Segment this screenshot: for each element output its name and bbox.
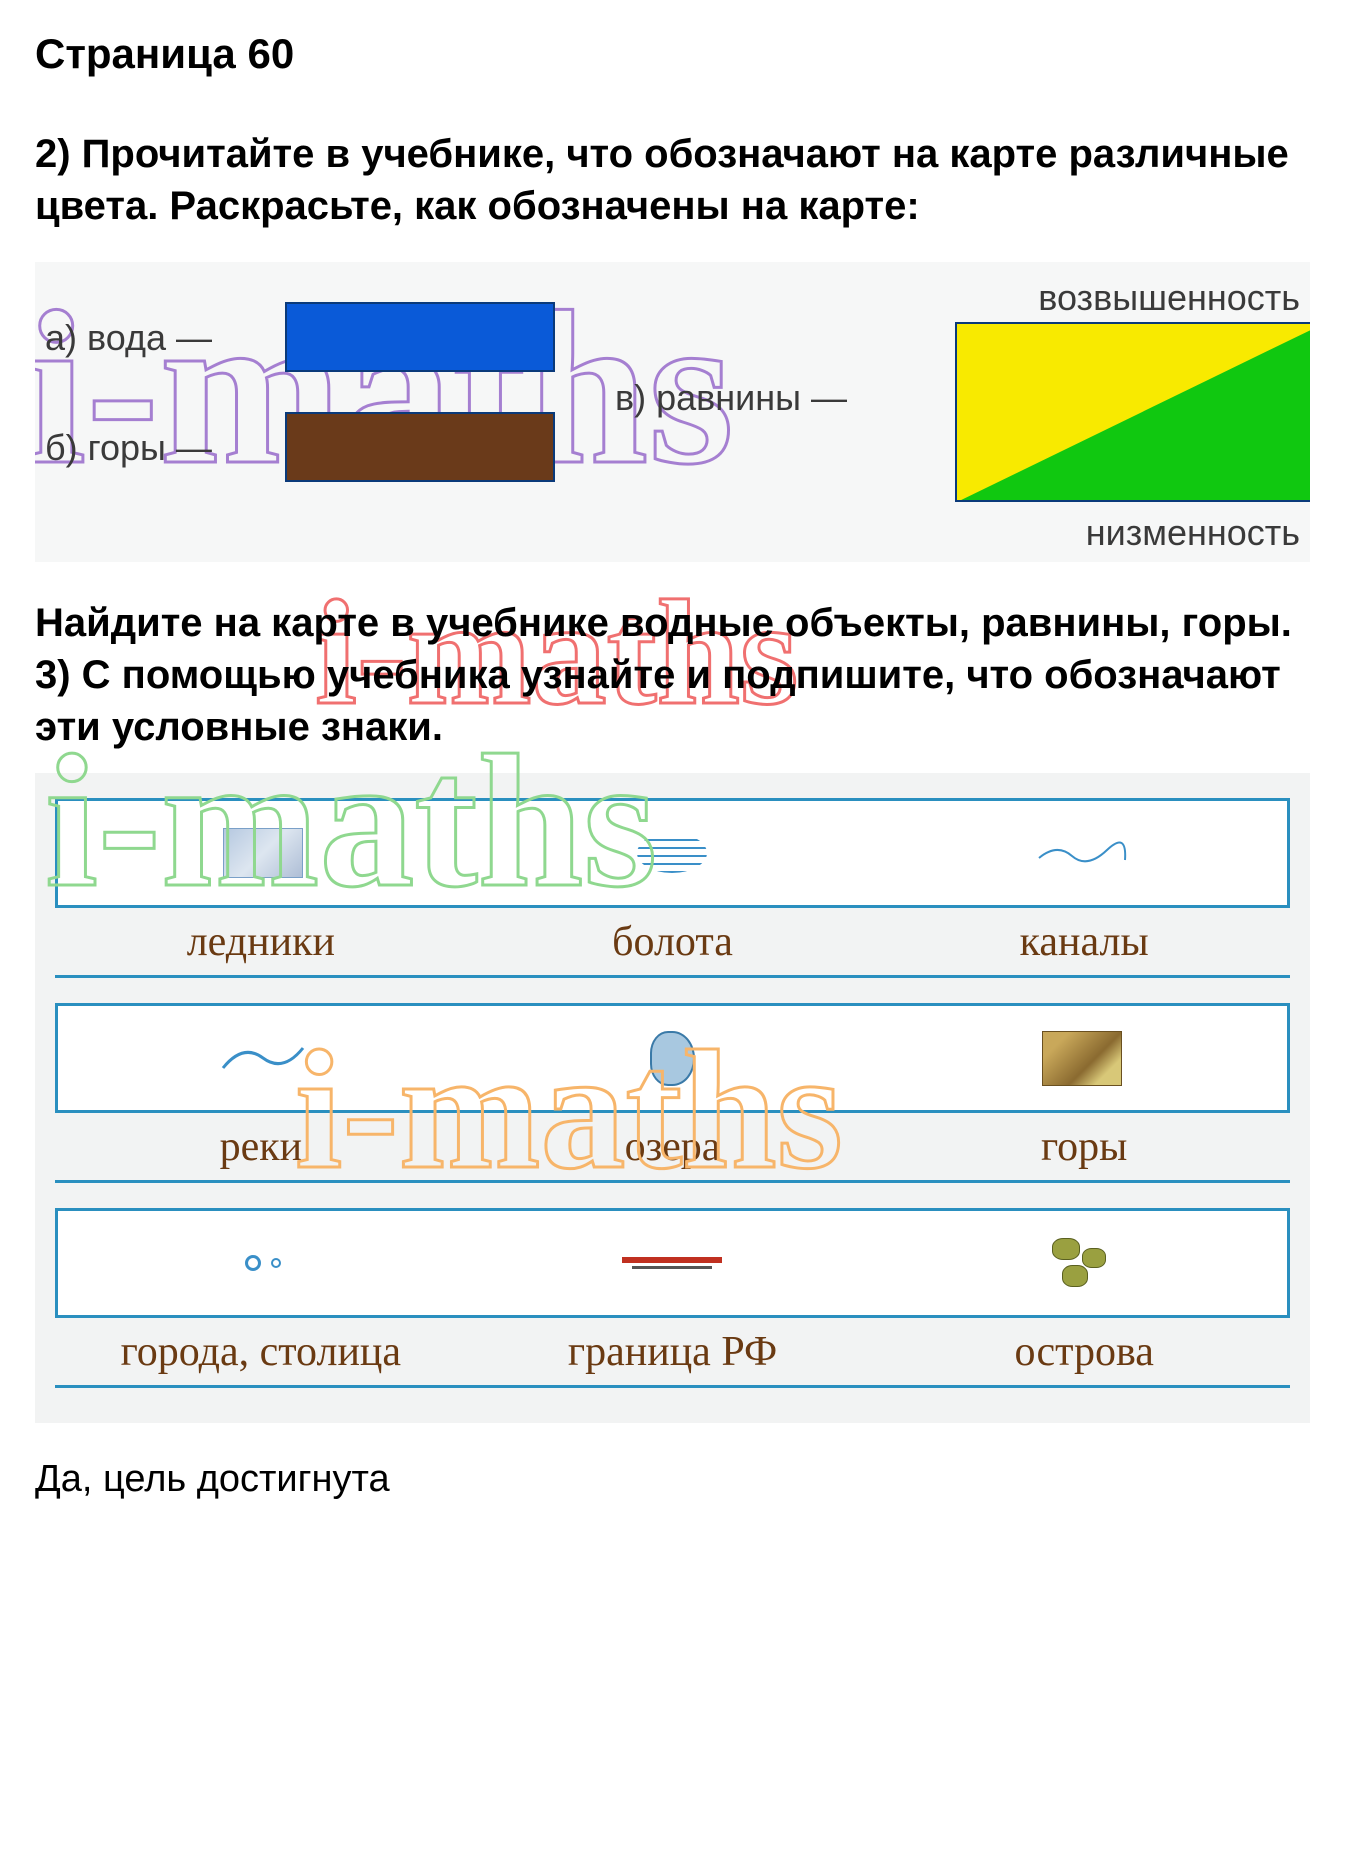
answer-lakes: озера bbox=[467, 1123, 879, 1171]
mountain-icon bbox=[1032, 1023, 1132, 1093]
lake-icon bbox=[622, 1023, 722, 1093]
answer-mountains: горы bbox=[878, 1123, 1290, 1171]
label-lowland: низменность bbox=[1086, 512, 1300, 554]
footer-text: Да, цель достигнута bbox=[35, 1458, 1310, 1501]
label-water: а) вода — bbox=[45, 317, 212, 359]
symbol-row-3: города, столица граница РФ острова bbox=[55, 1208, 1290, 1388]
river-icon bbox=[213, 1023, 313, 1093]
answers-line-3: города, столица граница РФ острова bbox=[55, 1318, 1290, 1388]
swatch-plains bbox=[955, 322, 1310, 502]
task-2-text: 2) Прочитайте в учебнике, что обозначают… bbox=[35, 128, 1310, 232]
mid-text-1: Найдите на карте в учебнике водные объек… bbox=[35, 597, 1310, 649]
symbol-box-1 bbox=[55, 798, 1290, 908]
symbols-panel: i-maths i-maths ледники болота каналы ре… bbox=[35, 773, 1310, 1423]
symbol-row-2: реки озера горы bbox=[55, 1003, 1290, 1183]
swatch-mountains bbox=[285, 412, 555, 482]
answers-line-2: реки озера горы bbox=[55, 1113, 1290, 1183]
city-icon bbox=[213, 1228, 313, 1298]
symbol-row-1: ледники болота каналы bbox=[55, 798, 1290, 978]
mid-text-2: 3) С помощью учебника узнайте и подпишит… bbox=[35, 649, 1310, 753]
label-mountains: б) горы — bbox=[45, 427, 212, 469]
swatch-water bbox=[285, 302, 555, 372]
color-swatches-panel: i-maths а) вода — б) горы — в) равнины —… bbox=[35, 262, 1310, 562]
answers-line-1: ледники болота каналы bbox=[55, 908, 1290, 978]
answer-islands: острова bbox=[878, 1328, 1290, 1376]
canal-icon bbox=[1032, 818, 1132, 888]
answer-cities: города, столица bbox=[55, 1328, 467, 1376]
island-icon bbox=[1032, 1228, 1132, 1298]
swamp-icon bbox=[622, 818, 722, 888]
label-plains: в) равнины — bbox=[615, 377, 847, 419]
border-icon bbox=[622, 1228, 722, 1298]
answer-rivers: реки bbox=[55, 1123, 467, 1171]
mid-text-block: i-maths Найдите на карте в учебнике водн… bbox=[35, 597, 1310, 753]
answer-swamps: болота bbox=[467, 918, 879, 966]
label-highland: возвышенность bbox=[1038, 277, 1300, 319]
symbol-box-3 bbox=[55, 1208, 1290, 1318]
answer-glaciers: ледники bbox=[55, 918, 467, 966]
page-title: Страница 60 bbox=[35, 30, 1310, 78]
symbol-box-2 bbox=[55, 1003, 1290, 1113]
answer-border: граница РФ bbox=[467, 1328, 879, 1376]
answer-canals: каналы bbox=[878, 918, 1290, 966]
glacier-icon bbox=[213, 818, 313, 888]
